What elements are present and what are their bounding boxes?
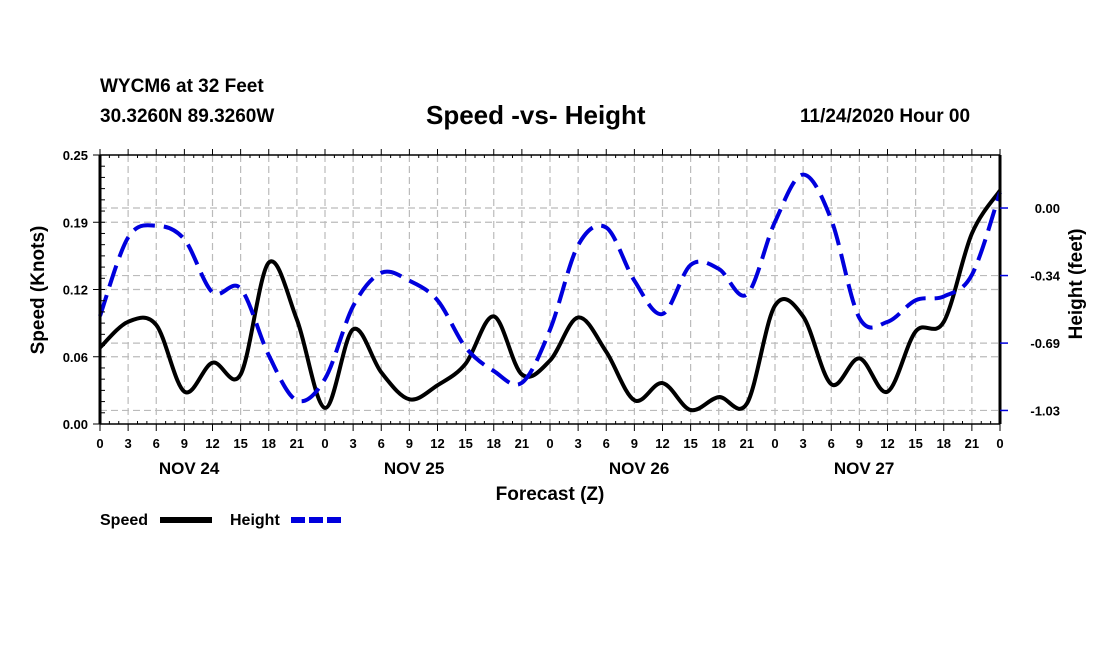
grid — [100, 155, 1000, 424]
legend-speed-label: Speed — [100, 512, 148, 529]
y2-axis-title: Height (feet) — [1066, 229, 1087, 340]
legend-height-label: Height — [230, 512, 280, 529]
x-tick-label: 12 — [430, 436, 444, 451]
x-tick-label: 18 — [712, 436, 726, 451]
y-tick-label: 0.00 — [63, 417, 88, 432]
y-tick-label: 0.12 — [63, 283, 88, 298]
y2-tick-label: -0.34 — [1030, 269, 1060, 284]
x-tick-label: 6 — [828, 436, 835, 451]
x-tick-label: 9 — [856, 436, 863, 451]
x-tick-label: 0 — [771, 436, 778, 451]
chart-title: Speed -vs- Height — [426, 100, 646, 130]
day-label: NOV 24 — [159, 459, 220, 478]
x-tick-label: 12 — [205, 436, 219, 451]
x-tick-label: 21 — [740, 436, 754, 451]
day-label: NOV 26 — [609, 459, 669, 478]
series-layer — [98, 172, 1002, 413]
x-tick-label: 9 — [406, 436, 413, 451]
axes: 0 3 6 9 12 15 18 21 0 3 6 9 12 15 18 21 0 3 6 9 12 15 18 21 0 3 6 9… — [63, 148, 1061, 478]
x-tick-label: 18 — [487, 436, 501, 451]
y2-tick-label: -0.69 — [1030, 336, 1060, 351]
y2-tick-label: 0.00 — [1035, 201, 1060, 216]
x-tick-label: 15 — [683, 436, 697, 451]
x-tick-label: 21 — [965, 436, 979, 451]
x-tick-label: 6 — [603, 436, 610, 451]
x-tick-label: 3 — [350, 436, 357, 451]
x-tick-label: 3 — [575, 436, 582, 451]
x-tick-label: 18 — [937, 436, 951, 451]
x-axis-title: Forecast (Z) — [496, 484, 605, 505]
y-tick-label: 0.19 — [63, 215, 88, 230]
x-tick-label: 18 — [262, 436, 276, 451]
series-line-height — [98, 172, 1002, 404]
x-tick-label: 0 — [996, 436, 1003, 451]
x-tick-label: 3 — [125, 436, 132, 451]
x-tick-label: 12 — [880, 436, 894, 451]
day-label: NOV 25 — [384, 459, 444, 478]
forecast-datetime: 11/24/2020 Hour 00 — [800, 106, 971, 127]
x-tick-label: 0 — [546, 436, 553, 451]
coordinates-label: 30.3260N 89.3260W — [100, 106, 275, 127]
day-label: NOV 27 — [834, 459, 894, 478]
x-tick-label: 9 — [631, 436, 638, 451]
x-tick-label: 9 — [181, 436, 188, 451]
x-tick-label: 6 — [378, 436, 385, 451]
x-tick-label: 0 — [96, 436, 103, 451]
y-axis-title: Speed (Knots) — [28, 226, 49, 355]
series-line-speed — [98, 189, 1002, 413]
x-tick-label: 15 — [233, 436, 247, 451]
x-tick-label: 3 — [800, 436, 807, 451]
legend: Speed Height — [100, 512, 343, 529]
y-tick-label: 0.06 — [63, 350, 88, 365]
x-tick-label: 21 — [290, 436, 304, 451]
y2-tick-label: -1.03 — [1030, 403, 1060, 418]
x-tick-label: 6 — [153, 436, 160, 451]
x-tick-label: 12 — [655, 436, 669, 451]
x-tick-label: 15 — [458, 436, 472, 451]
x-tick-label: 15 — [908, 436, 922, 451]
y-tick-label: 0.25 — [63, 148, 88, 163]
x-tick-label: 21 — [515, 436, 529, 451]
x-tick-label: 0 — [321, 436, 328, 451]
station-label: WYCM6 at 32 Feet — [100, 76, 264, 97]
